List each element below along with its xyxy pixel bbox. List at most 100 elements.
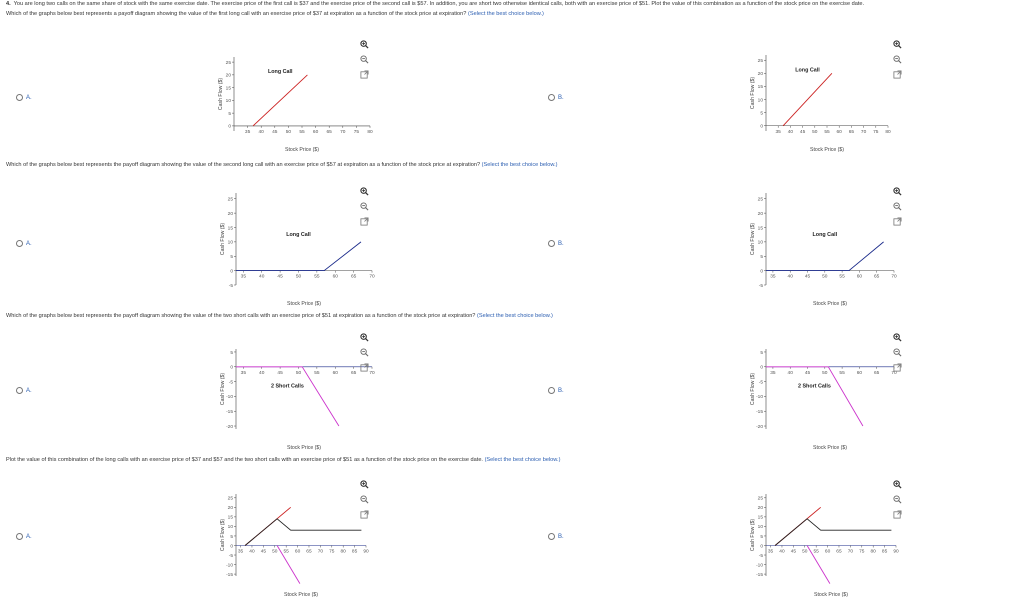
y-tick-label: 20 <box>758 505 764 511</box>
graph-tools-1a <box>360 40 369 79</box>
x-tick-label: 65 <box>327 129 333 135</box>
graph-tools-4a <box>360 480 369 519</box>
y-tick-label: -10 <box>226 394 233 400</box>
y-axis-label: Cash Flow ($) <box>220 223 226 256</box>
zoom-in-icon[interactable] <box>360 480 369 489</box>
option-2a[interactable]: A. <box>16 240 32 247</box>
popout-icon[interactable] <box>360 70 369 79</box>
zoom-in-icon[interactable] <box>893 187 902 196</box>
radio-button[interactable] <box>548 533 555 540</box>
y-tick-label: -15 <box>756 572 763 578</box>
y-tick-label: 15 <box>758 84 764 90</box>
zoom-out-icon[interactable] <box>893 202 902 211</box>
option-label: B. <box>558 240 564 247</box>
y-tick-label: 20 <box>228 211 234 217</box>
zoom-in-icon[interactable] <box>893 480 902 489</box>
y-tick-label: 5 <box>230 254 233 260</box>
question-number: 4. <box>6 1 11 7</box>
radio-button[interactable] <box>548 387 555 394</box>
option-4b[interactable]: B. <box>548 533 564 540</box>
x-tick-label: 55 <box>314 274 320 280</box>
radio-button[interactable] <box>16 533 23 540</box>
option-label: A. <box>26 94 32 101</box>
zoom-in-icon[interactable] <box>893 40 902 49</box>
y-tick-label: 20 <box>758 71 764 77</box>
option-3a[interactable]: A. <box>16 387 32 394</box>
x-tick-label: 80 <box>341 548 347 554</box>
x-tick-label: 70 <box>861 129 867 135</box>
zoom-out-icon[interactable] <box>893 348 902 357</box>
y-tick-label: -10 <box>756 394 763 400</box>
popout-icon[interactable] <box>360 217 369 226</box>
subquestion-1: Which of the graphs below best represent… <box>6 11 544 18</box>
x-tick-label: 35 <box>770 370 776 376</box>
option-1a[interactable]: A. <box>16 94 32 101</box>
x-tick-label: 40 <box>788 129 794 135</box>
chart-title: 2 Short Calls <box>798 384 831 390</box>
popout-icon[interactable] <box>893 510 902 519</box>
x-tick-label: 60 <box>857 370 863 376</box>
zoom-out-icon[interactable] <box>360 495 369 504</box>
zoom-out-icon[interactable] <box>893 55 902 64</box>
y-tick-label: 25 <box>758 58 764 64</box>
series-line <box>766 241 884 272</box>
x-tick-label: 35 <box>241 274 247 280</box>
radio-button[interactable] <box>548 240 555 247</box>
subquestion-2: Which of the graphs below best represent… <box>6 162 558 169</box>
x-tick-label: 70 <box>891 274 897 280</box>
option-3b[interactable]: B. <box>548 387 564 394</box>
radio-button[interactable] <box>16 94 23 101</box>
x-tick-label: 70 <box>891 370 897 376</box>
chart-title: Long Call <box>268 69 293 75</box>
popout-icon[interactable] <box>893 217 902 226</box>
popout-icon[interactable] <box>360 363 369 372</box>
y-tick-label: 15 <box>758 515 764 521</box>
y-axis-label: Cash Flow ($) <box>220 373 226 406</box>
zoom-in-icon[interactable] <box>360 40 369 49</box>
zoom-out-icon[interactable] <box>360 202 369 211</box>
x-tick-label: 45 <box>805 274 811 280</box>
zoom-out-icon[interactable] <box>360 55 369 64</box>
option-1b[interactable]: B. <box>548 94 564 101</box>
y-tick-label: -15 <box>756 409 763 415</box>
chart-q3-b: 5 0 -5 -10 -15 -20 35 40 45 50 55 60 65 70 2 Short Cal… <box>750 347 900 453</box>
zoom-in-icon[interactable] <box>360 333 369 342</box>
radio-button[interactable] <box>16 387 23 394</box>
popout-icon[interactable] <box>893 70 902 79</box>
chart-title: Long Call <box>286 232 311 238</box>
x-tick-label: 50 <box>286 129 292 135</box>
zoom-in-icon[interactable] <box>360 187 369 196</box>
x-axis-label: Stock Price ($) <box>287 301 321 307</box>
x-tick-label: 35 <box>245 129 251 135</box>
x-tick-label: 55 <box>814 548 820 554</box>
chart-q1-a: 25 20 15 10 5 0 35 40 45 50 55 60 65 70 75 80 Long Call S… <box>218 55 376 155</box>
x-tick-label: 65 <box>849 129 855 135</box>
zoom-in-icon[interactable] <box>893 333 902 342</box>
popout-icon[interactable] <box>360 510 369 519</box>
option-label: B. <box>558 533 564 540</box>
y-tick-label: -5 <box>759 283 764 289</box>
radio-button[interactable] <box>16 240 23 247</box>
option-4a[interactable]: A. <box>16 533 32 540</box>
option-2b[interactable]: B. <box>548 240 564 247</box>
x-tick-label: 65 <box>874 370 880 376</box>
x-tick-label: 50 <box>822 274 828 280</box>
x-tick-label: 75 <box>859 548 865 554</box>
x-axis-label: Stock Price ($) <box>284 592 318 598</box>
x-axis-label: Stock Price ($) <box>287 445 321 451</box>
zoom-out-icon[interactable] <box>360 348 369 357</box>
popout-icon[interactable] <box>893 363 902 372</box>
x-tick-label: 55 <box>299 129 305 135</box>
chart-title: 2 Short Calls <box>271 384 304 390</box>
radio-button[interactable] <box>548 94 555 101</box>
series-line <box>766 366 864 427</box>
series-line <box>774 518 892 546</box>
chart-q2-a: 25 20 15 10 5 0 -5 35 40 45 50 55 60 65 70 Long Call Sto… <box>220 191 378 309</box>
x-tick-label: 65 <box>351 370 357 376</box>
x-axis-label: Stock Price ($) <box>813 445 847 451</box>
chart-q2-b: 25 20 15 10 5 0 -5 35 40 45 50 55 60 65 70 Long Call Sto… <box>750 191 900 309</box>
x-tick-label: 70 <box>369 274 375 280</box>
zoom-out-icon[interactable] <box>893 495 902 504</box>
